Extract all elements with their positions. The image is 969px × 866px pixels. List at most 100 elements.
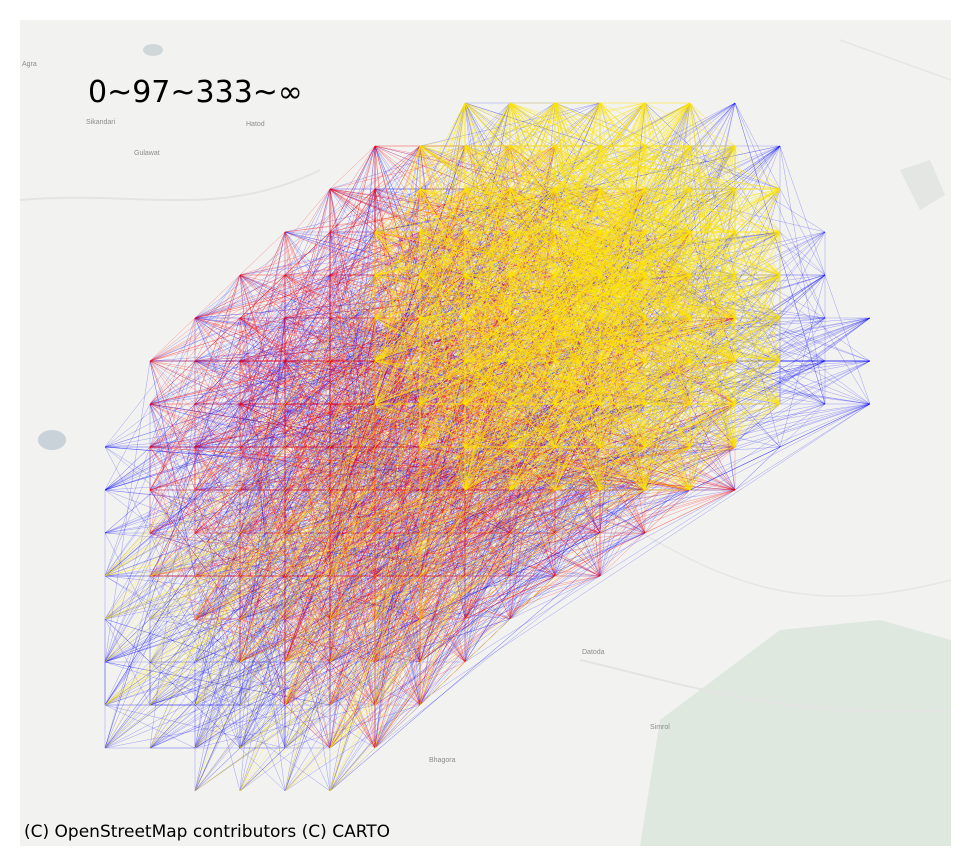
- flow-line: [104, 360, 196, 577]
- flow-line: [104, 403, 151, 491]
- flow-line: [239, 747, 286, 792]
- flow-line: [239, 188, 331, 663]
- flow-line: [194, 446, 286, 749]
- flow-line: [374, 317, 691, 620]
- flow-line: [149, 489, 241, 534]
- flow-line: [329, 145, 376, 233]
- flow-line: [104, 188, 421, 749]
- flow-line: [149, 661, 196, 706]
- flow-line: [194, 317, 421, 362]
- flow-line: [194, 274, 376, 448]
- flow-line: [194, 145, 421, 405]
- flow-line: [239, 188, 376, 663]
- flow-line: [149, 360, 376, 405]
- flow-line: [374, 317, 736, 663]
- flow-line: [149, 274, 286, 491]
- flow-line: [104, 231, 601, 577]
- flow-line: [374, 532, 646, 749]
- flow-line: [239, 188, 376, 663]
- flow-line: [194, 231, 331, 577]
- flow-line: [194, 317, 241, 362]
- flow-line: [644, 145, 691, 233]
- flow-line: [194, 231, 286, 448]
- flow-line: [239, 145, 376, 405]
- flow-line: [104, 145, 421, 577]
- water-body: [38, 430, 66, 450]
- flow-line: [194, 274, 466, 577]
- flow-line: [509, 102, 556, 362]
- flow-line: [194, 360, 421, 491]
- place-label-bhagora: Bhagora: [429, 757, 456, 764]
- place-label-agra: Agra: [22, 61, 37, 68]
- flow-line: [464, 532, 646, 577]
- flow-line: [104, 145, 421, 663]
- flow-line: [194, 317, 376, 534]
- flow-line: [284, 231, 376, 276]
- flow-line: [194, 274, 241, 405]
- road: [20, 169, 321, 201]
- flow-line: [104, 231, 331, 620]
- flow-line: [779, 231, 826, 319]
- flow-line: [284, 403, 421, 663]
- place-label-datoda: Datoda: [582, 649, 605, 656]
- flow-line: [239, 231, 331, 319]
- map-attribution: (C) OpenStreetMap contributors (C) CARTO: [24, 822, 391, 842]
- flow-line: [329, 231, 376, 534]
- flow-line: [149, 317, 466, 534]
- flow-line: [149, 145, 556, 362]
- flow-line: [104, 274, 376, 577]
- flow-line: [149, 231, 286, 362]
- flow-line: [104, 274, 781, 706]
- flow-line: [284, 145, 376, 448]
- place-label-simrol: Simrol: [650, 724, 670, 731]
- flow-line: [329, 145, 376, 319]
- flow-line: [149, 403, 331, 620]
- flow-line: [194, 403, 241, 448]
- flow-line: [779, 188, 826, 276]
- flow-line: [419, 231, 646, 663]
- flow-line: [104, 618, 241, 663]
- flow-line: [599, 145, 736, 190]
- flow-line: [239, 317, 376, 362]
- flow-line: [329, 145, 376, 190]
- flow-line: [149, 274, 241, 448]
- flow-line: [104, 446, 286, 749]
- flow-line: [194, 360, 376, 749]
- flow-line: [329, 446, 601, 749]
- flow-line: [149, 618, 376, 706]
- flow-line: [329, 188, 376, 233]
- flow-line: [734, 403, 826, 491]
- flow-line: [239, 274, 286, 319]
- flow-line: [194, 403, 241, 491]
- place-label-sikandari: Sikandari: [86, 119, 116, 126]
- flow-line: [284, 102, 466, 792]
- flow-line: [374, 446, 736, 663]
- flow-line: [149, 661, 331, 792]
- map-canvas[interactable]: Agra Sikandari Hatod Gulawat Datoda Simr…: [20, 20, 951, 846]
- flow-line: [239, 188, 421, 577]
- flow-line: [149, 145, 376, 577]
- flow-line: [104, 446, 151, 534]
- flow-line: [104, 575, 286, 706]
- flow-line: [284, 231, 781, 749]
- flow-line: [104, 274, 241, 448]
- flow-line: [239, 145, 421, 362]
- flow-line: [149, 317, 421, 620]
- flow-line: [239, 274, 331, 319]
- flow-line: [194, 317, 286, 448]
- flow-line: [239, 145, 421, 362]
- flow-line: [284, 145, 421, 577]
- flow-line: [104, 360, 196, 663]
- flow-line: [149, 317, 241, 448]
- flow-line: [374, 231, 421, 276]
- flow-line: [149, 188, 331, 491]
- flow-line: [419, 489, 646, 663]
- flow-line: [779, 145, 826, 405]
- flow-line: [194, 489, 286, 534]
- flow-line: [149, 188, 376, 405]
- flow-line: [194, 274, 241, 448]
- road: [619, 519, 951, 597]
- flow-line: [239, 231, 286, 448]
- flow-line: [194, 489, 511, 749]
- flow-line: [734, 102, 826, 319]
